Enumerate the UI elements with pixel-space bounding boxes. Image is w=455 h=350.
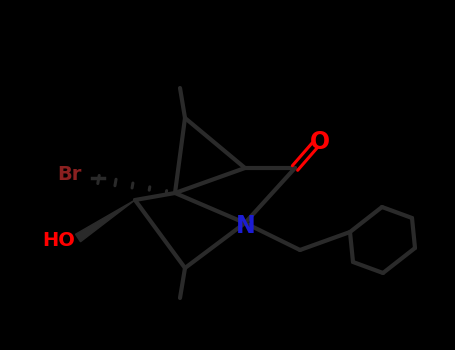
Text: N: N (236, 214, 256, 238)
Text: HO: HO (42, 231, 75, 250)
Text: Br: Br (58, 164, 82, 183)
Text: O: O (310, 130, 330, 154)
Polygon shape (76, 200, 135, 242)
